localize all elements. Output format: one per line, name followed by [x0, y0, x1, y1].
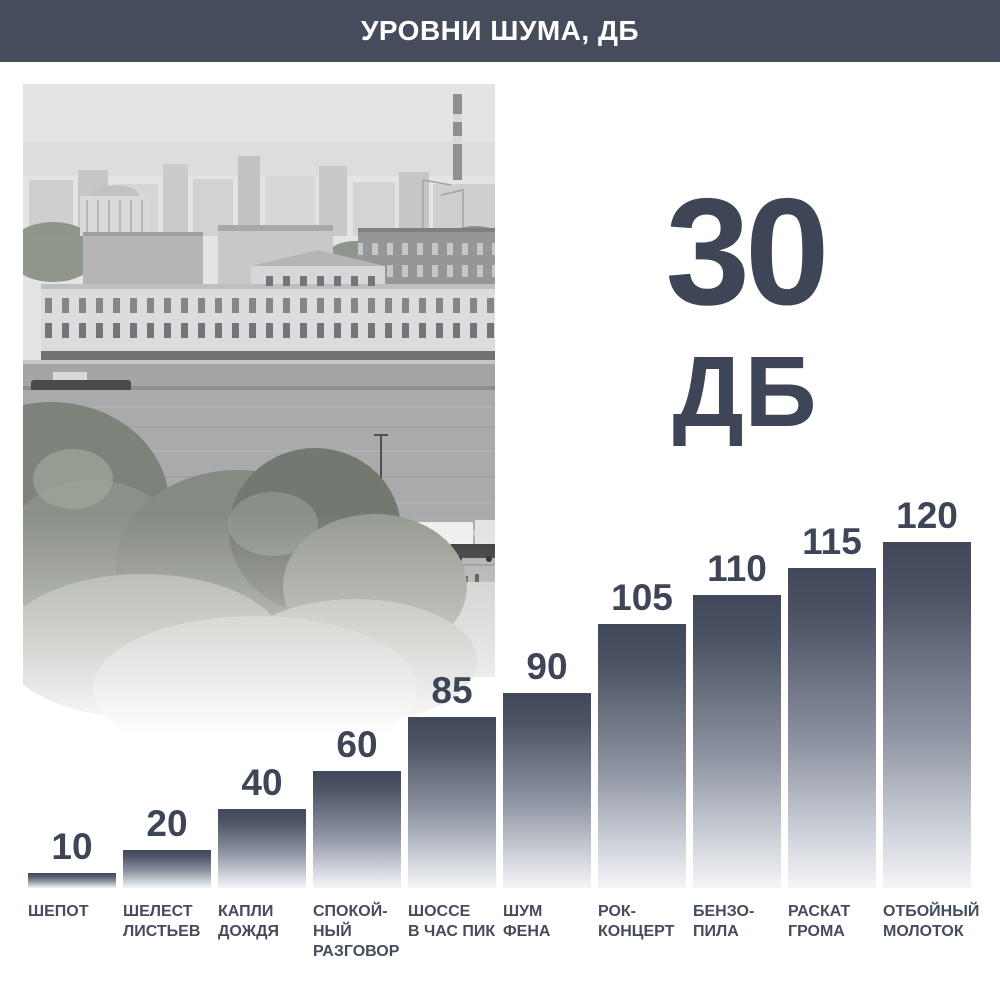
- highlight-unit: ДБ: [672, 336, 818, 449]
- bar-column: 10: [28, 828, 116, 888]
- bar-value: 120: [896, 495, 958, 536]
- bar-value: 85: [431, 670, 473, 711]
- bar-column: 85: [408, 672, 496, 888]
- bar-category-label: СПОКОЙ- НЫЙ РАЗГОВОР: [313, 903, 400, 960]
- bar: [313, 771, 401, 888]
- bar-column: 110: [693, 550, 781, 888]
- bar-value: 90: [526, 646, 568, 687]
- bar-value: 10: [51, 826, 93, 867]
- bar-value: 105: [611, 577, 673, 618]
- bar-value: 115: [802, 521, 862, 562]
- highlight-callout: 30 ДБ: [530, 167, 960, 449]
- bar-value: 40: [241, 762, 283, 803]
- bar: [218, 809, 306, 888]
- bar: [598, 624, 686, 888]
- bar-column: 120: [883, 497, 971, 888]
- bar: [503, 693, 591, 888]
- bar-column: 20: [123, 805, 211, 888]
- bar: [883, 542, 971, 888]
- bar: [408, 717, 496, 888]
- boat: [31, 372, 131, 392]
- bar-value: 20: [146, 803, 188, 844]
- bar-column: 90: [503, 648, 591, 888]
- header-bar: УРОВНИ ШУМА, ДБ: [0, 0, 1000, 62]
- bar: [788, 568, 876, 888]
- highlight-value: 30: [665, 167, 829, 337]
- bar-category-label: ШЕЛЕСТ ЛИСТЬЕВ: [123, 903, 201, 940]
- page-title: УРОВНИ ШУМА, ДБ: [360, 15, 640, 46]
- bar-category-label: ШУМ ФЕНА: [503, 903, 551, 940]
- palace-facade: [41, 250, 495, 354]
- bar-column: 115: [788, 523, 876, 888]
- bar: [693, 595, 781, 888]
- hedge: [41, 351, 495, 360]
- bar-category-label: РАСКАТ ГРОМА: [788, 903, 851, 940]
- bar-column: 40: [218, 764, 306, 888]
- bar-category-label: РОК- КОНЦЕРТ: [598, 903, 675, 940]
- bar-category-label: ОТБОЙНЫЙ МОЛОТОК: [883, 903, 980, 940]
- bar-column: 60: [313, 726, 401, 888]
- bar-category-label: ШЕПОТ: [28, 903, 89, 920]
- bar-value: 110: [707, 548, 767, 589]
- bar: [123, 850, 211, 888]
- bar-category-label: ШОССЕ В ЧАС ПИК: [408, 903, 496, 940]
- rotunda-building: [80, 185, 150, 236]
- bar-column: 105: [598, 579, 686, 888]
- bar-category-label: КАПЛИ ДОЖДЯ: [218, 903, 279, 940]
- bar-value: 60: [336, 724, 378, 765]
- cityscape-photo: [23, 84, 495, 784]
- bar-category-label: БЕНЗО- ПИЛА: [693, 903, 755, 940]
- bar: [28, 873, 116, 888]
